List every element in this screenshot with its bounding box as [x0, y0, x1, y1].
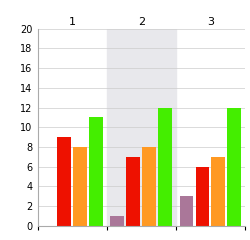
Bar	[227, 108, 241, 226]
Bar	[126, 157, 140, 226]
Bar	[196, 167, 209, 226]
Text: 3: 3	[207, 17, 214, 27]
Bar	[110, 216, 124, 226]
Bar	[212, 157, 225, 226]
Text: 1: 1	[68, 17, 75, 27]
Text: 2: 2	[138, 17, 145, 27]
Bar	[107, 29, 176, 226]
Bar	[158, 108, 172, 226]
Bar	[180, 196, 194, 226]
Bar	[73, 147, 87, 226]
Bar	[89, 117, 103, 226]
Bar	[142, 147, 156, 226]
Bar	[57, 137, 71, 226]
